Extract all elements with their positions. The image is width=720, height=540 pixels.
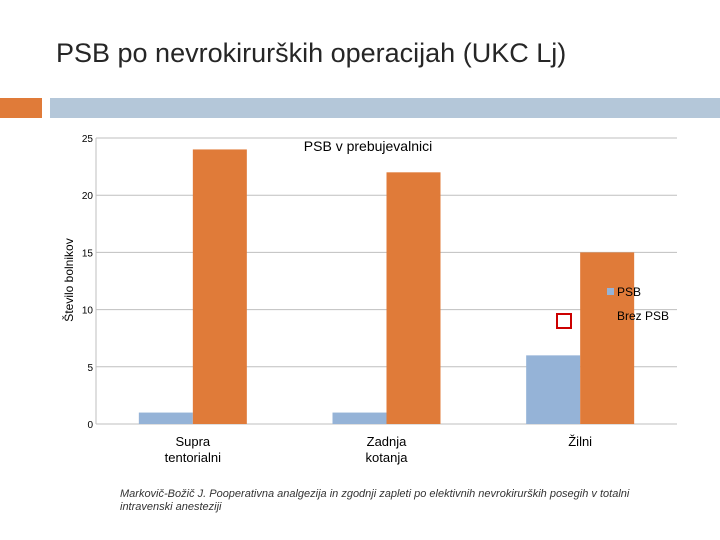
legend: PSB Brez PSB [607, 285, 669, 323]
accent-bar-orange [0, 98, 42, 118]
y-tick-labels: 0 5 10 15 20 25 [82, 134, 94, 431]
bar-psb [526, 355, 581, 424]
legend-label-psb: PSB [617, 285, 641, 299]
bar-brez-psb [192, 149, 247, 424]
accent-bar-blue [50, 98, 720, 118]
y-tick-label: 25 [82, 134, 94, 145]
chart-title: PSB v prebujevalnici [304, 138, 432, 154]
x-category-label: Žilni [568, 434, 592, 449]
x-category-labels: Supra tentorialni Zadnja kotanja Žilni [165, 434, 593, 465]
y-tick-label: 5 [87, 363, 93, 374]
citation-text: Markovič-Božič J. Pooperativna analgezij… [120, 488, 630, 513]
legend-label-brez-psb: Brez PSB [617, 309, 669, 323]
bar-brez-psb [386, 172, 441, 424]
bars [138, 149, 635, 424]
x-category-label: Zadnja kotanja [366, 434, 409, 465]
legend-swatch-psb [607, 288, 614, 295]
x-category-label: Supra tentorialni [165, 434, 221, 465]
bar-psb [138, 412, 193, 424]
y-tick-label: 0 [87, 420, 93, 431]
y-tick-label: 15 [82, 248, 94, 259]
placeholder-box-icon [556, 313, 572, 329]
y-tick-label: 20 [82, 191, 94, 202]
y-tick-label: 10 [82, 306, 94, 317]
slide-title: PSB po nevrokirurških operacijah (UKC Lj… [56, 38, 567, 68]
y-axis-label: Število bolnikov [61, 238, 76, 321]
bar-psb [332, 412, 387, 424]
bar-brez-psb [580, 252, 635, 424]
